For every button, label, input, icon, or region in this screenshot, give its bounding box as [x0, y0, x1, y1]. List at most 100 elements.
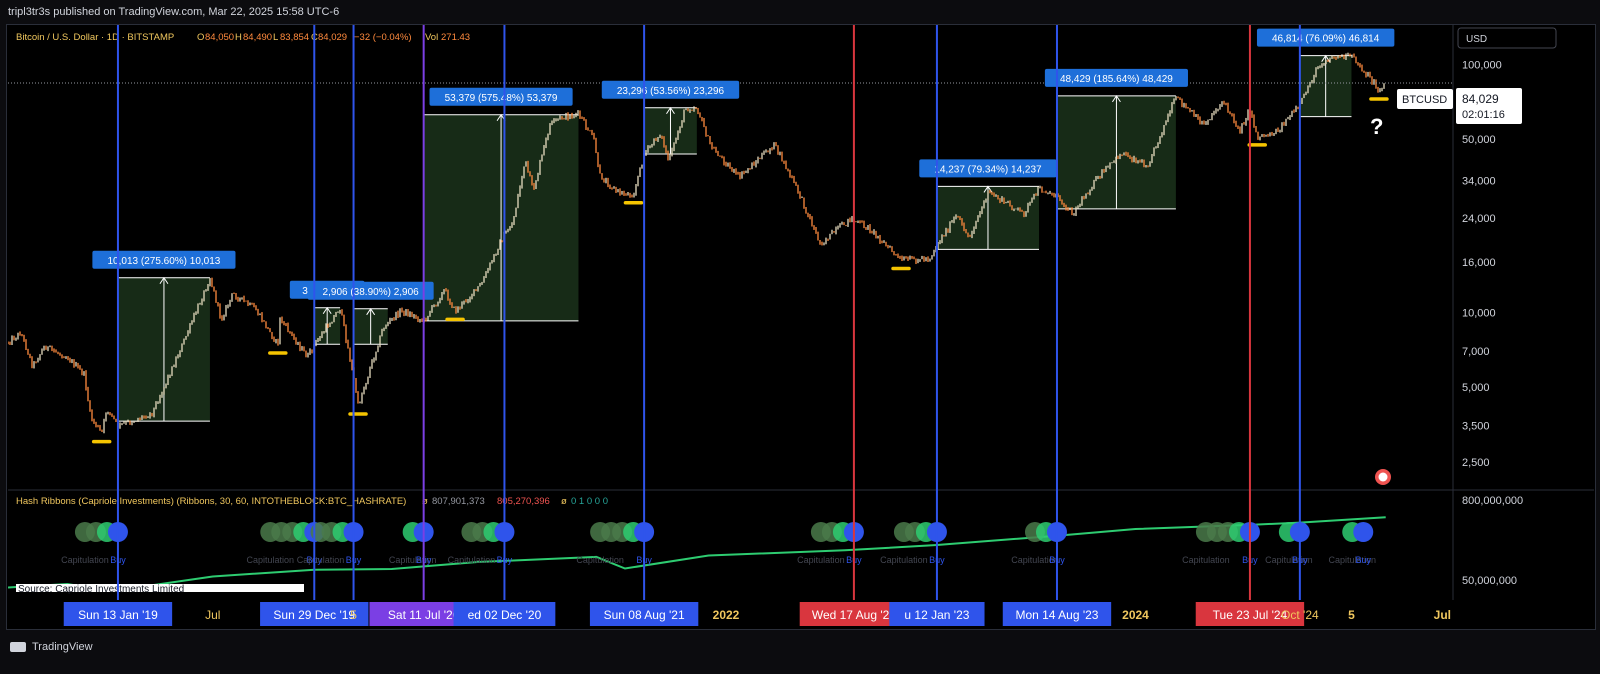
flag-icon[interactable] — [1375, 469, 1391, 485]
price-series — [8, 52, 1385, 434]
measure-arrowhead — [666, 106, 675, 115]
hash-value-1: 807,901,373 — [432, 496, 485, 507]
time-axis[interactable]: Sun 13 Jan '19 Jul Sun 29 Dec '195 Sat 11 J… — [63, 602, 1451, 626]
time-axis-label: 2022 — [713, 608, 740, 622]
time-axis-label: ed 02 Dec '20 — [468, 608, 542, 622]
hash-ribbon-line — [8, 516, 1386, 591]
price-tick-label: 5,000 — [1462, 382, 1490, 394]
volume-label: Vol — [425, 32, 438, 43]
measure-label: 2,906 (38.90%) 2,906 — [323, 287, 420, 298]
low-value: 83,854 — [280, 32, 309, 43]
hash-ribbons-title: Hash Ribbons (Capriole Investments) (Rib… — [16, 496, 406, 507]
capitulation-label: Capitulation — [389, 555, 437, 565]
measure-label: 48,429 (185.64%) 48,429 — [1060, 74, 1173, 85]
time-axis-label: Sun 13 Jan '19 — [78, 608, 158, 622]
measure-labels: 10,013 (275.60%) 10,0133,011 (40.32,906 … — [92, 28, 1395, 300]
time-axis-label-box — [1195, 602, 1305, 626]
time-axis-label: Sun 29 Dec '19 — [273, 608, 355, 622]
measure-arrowhead — [159, 276, 169, 285]
measure-label-box — [429, 87, 573, 106]
measure-boxes — [117, 54, 1352, 422]
hash-ribbons-values: ø 807,901,373 805,270,396 ø 0 1 0 0 0 — [422, 496, 608, 507]
measure-label-box — [601, 80, 740, 99]
ohlc-readout: O 84,050 H 84,490 L 83,854 C 84,029 −32 … — [197, 32, 470, 43]
currency-label: USD — [1466, 34, 1487, 45]
price-tick-label: 10,000 — [1462, 307, 1496, 319]
capitulation-label: Capitulation — [297, 555, 345, 565]
measure-label: 53,379 (575.48%) 53,379 — [445, 93, 558, 104]
hash-marker: ø — [422, 496, 428, 507]
measure-label: 10,013 (275.60%) 10,013 — [108, 256, 221, 267]
hash-axis-bottom: 50,000,000 — [1462, 575, 1517, 587]
time-axis-label: Sat 11 Jul '20 — [388, 608, 460, 622]
hash-axis-top: 800,000,000 — [1462, 495, 1523, 507]
capitulation-label: Capitulation — [1011, 555, 1059, 565]
highlighted-lows — [91, 97, 1389, 444]
price-tick-label: 100,000 — [1462, 59, 1502, 71]
publish-bar: tripl3tr3s published on TradingView.com,… — [0, 0, 1600, 24]
time-axis-label-box — [889, 602, 985, 626]
price-axis[interactable]: 100,000 50,000 34,000 24,000 16,000 10,000 7,0… — [1462, 59, 1502, 469]
price-tick-label: 50,000 — [1462, 134, 1496, 146]
capitulation-label: Capitulation — [797, 555, 845, 565]
price-tag-symbol: BTCUSD — [1402, 94, 1447, 106]
time-axis-label: Sun 08 Aug '21 — [604, 608, 685, 622]
price-tick-label: 3,500 — [1462, 421, 1490, 433]
capitulation-label: Capitulation — [576, 555, 624, 565]
measure-label-box — [92, 250, 236, 269]
measure-label: 14,237 (79.34%) 14,237 — [934, 164, 1042, 175]
measure-arrowhead — [322, 306, 332, 315]
time-axis-label: Tue 23 Jul '24 — [1213, 608, 1288, 622]
hash-value-2: 805,270,396 — [497, 496, 550, 507]
buy-label: Buy — [1355, 555, 1371, 565]
tradingview-brand: TradingView — [32, 641, 93, 653]
measure-label-box — [1044, 68, 1188, 87]
time-axis-label: Jul — [1434, 608, 1451, 622]
price-tick-label: 24,000 — [1462, 213, 1496, 225]
measure-arrowhead — [366, 307, 376, 316]
time-axis-label: 5 — [1348, 608, 1355, 622]
capitulation-label: Capitulation — [61, 555, 109, 565]
capitulation-label: Capitulation — [448, 555, 496, 565]
time-axis-label-box — [589, 602, 699, 626]
time-axis-label-box — [260, 602, 369, 626]
close-value: 84,029 — [318, 32, 347, 43]
time-axis-label-box — [63, 602, 173, 626]
price-tick-label: 7,000 — [1462, 346, 1490, 358]
capitulation-label: Capitulation — [880, 555, 928, 565]
measure-label-box — [1256, 28, 1395, 47]
capitulation-label: Capitulation — [1265, 555, 1313, 565]
source-text: Source: Capriole Investments Limited — [18, 584, 184, 595]
hash-ribbon — [8, 516, 1386, 591]
open-value: 84,050 — [205, 32, 234, 43]
time-axis-label: 5 — [350, 608, 357, 622]
time-axis-label-box — [1002, 602, 1112, 626]
currency-button[interactable]: USD — [1457, 27, 1557, 49]
measure-label: 23,296 (53.56%) 23,296 — [617, 86, 725, 97]
open-label: O — [197, 32, 204, 43]
publisher-text: tripl3tr3s published on TradingView.com,… — [8, 6, 340, 18]
time-axis-label: Oct '24 — [1281, 608, 1319, 622]
tradingview-logo[interactable]: TradingView — [10, 641, 93, 653]
price-chart[interactable]: Bitcoin / U.S. Dollar · 1D · BITSTAMP O … — [0, 0, 1600, 634]
time-axis-label: Jul — [205, 608, 220, 622]
hash-marker-2: ø — [561, 496, 567, 507]
footer-bar — [0, 634, 1600, 674]
price-tag: BTCUSD 84,029 02:01:16 — [1397, 88, 1522, 124]
buy-dot — [1353, 522, 1374, 542]
tradingview-logo-icon — [10, 642, 26, 652]
time-axis-label-box — [453, 602, 556, 626]
hash-signals: CapitulationBuyCapitulationBuyCapitulati… — [61, 522, 1376, 565]
measure-label: 46,814 (76.09%) 46,814 — [1272, 34, 1380, 45]
change-value: −32 (−0.04%) — [354, 32, 412, 43]
measure-label-box — [307, 281, 434, 300]
question-mark: ? — [1370, 114, 1383, 139]
symbol-title: Bitcoin / U.S. Dollar · 1D · BITSTAMP — [16, 32, 174, 43]
source-box: Source: Capriole Investments Limited — [16, 584, 304, 595]
measure-label-box — [919, 159, 1057, 178]
price-tick-label: 2,500 — [1462, 457, 1490, 469]
low-label: L — [273, 32, 278, 43]
capitulation-label: Capitulation — [1182, 555, 1230, 565]
high-label: H — [235, 32, 242, 43]
price-tag-timer: 02:01:16 — [1462, 109, 1505, 121]
